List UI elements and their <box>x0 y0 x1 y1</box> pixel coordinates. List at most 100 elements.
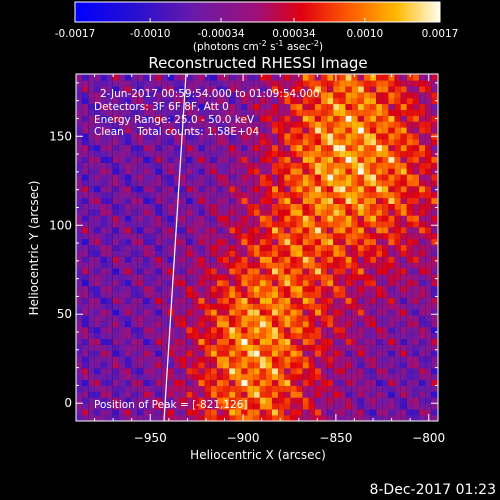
heatmap-cell <box>229 174 236 181</box>
heatmap-cell <box>376 115 383 122</box>
heatmap-cell <box>388 127 395 134</box>
heatmap-cell <box>235 415 242 421</box>
heatmap-cell <box>400 385 407 392</box>
heatmap-cell <box>333 338 340 345</box>
heatmap-cell <box>223 227 230 234</box>
heatmap-cell <box>321 362 328 369</box>
heatmap-cell <box>272 115 279 122</box>
heatmap-cell <box>192 80 199 87</box>
heatmap-cell <box>431 303 438 310</box>
heatmap-cell <box>125 250 132 257</box>
heatmap-cell <box>253 297 260 304</box>
heatmap-cell <box>370 139 377 146</box>
heatmap-cell <box>100 403 107 410</box>
heatmap-cell <box>149 244 156 251</box>
heatmap-cell <box>339 385 346 392</box>
heatmap-cell <box>333 145 340 152</box>
heatmap-cell <box>284 332 291 339</box>
heatmap-cell <box>321 174 328 181</box>
heatmap-cell <box>100 86 107 93</box>
heatmap-cell <box>259 162 266 169</box>
heatmap-cell <box>272 327 279 334</box>
heatmap-cell <box>125 297 132 304</box>
heatmap-cell <box>82 403 89 410</box>
heatmap-cell <box>167 391 174 398</box>
heatmap-cell <box>351 168 358 175</box>
heatmap-cell <box>204 133 211 140</box>
heatmap-cell <box>216 321 223 328</box>
heatmap-cell <box>425 338 432 345</box>
heatmap-cell <box>419 92 426 99</box>
heatmap-cell <box>357 332 364 339</box>
heatmap-cell <box>82 368 89 375</box>
heatmap-cell <box>186 332 193 339</box>
heatmap-cell <box>210 215 217 222</box>
heatmap-cell <box>314 362 321 369</box>
heatmap-cell <box>265 109 272 116</box>
heatmap-cell <box>419 362 426 369</box>
heatmap-cell <box>357 368 364 375</box>
heatmap-cell <box>204 256 211 263</box>
colorbar-tick-label: 0.00034 <box>272 28 316 40</box>
heatmap-cell <box>125 74 132 81</box>
heatmap-cell <box>259 385 266 392</box>
heatmap-cell <box>339 368 346 375</box>
heatmap-cell <box>376 362 383 369</box>
heatmap-cell <box>370 150 377 157</box>
heatmap-cell <box>357 374 364 381</box>
heatmap-cell <box>425 280 432 287</box>
heatmap-cell <box>290 356 297 363</box>
heatmap-cell <box>216 274 223 281</box>
heatmap-cell <box>406 309 413 316</box>
heatmap-cell <box>247 344 254 351</box>
heatmap-cell <box>272 315 279 322</box>
heatmap-cell <box>155 415 162 421</box>
heatmap-cell <box>284 162 291 169</box>
heatmap-cell <box>167 256 174 263</box>
heatmap-cell <box>118 280 125 287</box>
heatmap-cell <box>210 315 217 322</box>
heatmap-cell <box>167 121 174 128</box>
heatmap-cell <box>143 80 150 87</box>
heatmap-cell <box>100 244 107 251</box>
heatmap-cell <box>419 233 426 240</box>
heatmap-cell <box>431 203 438 210</box>
heatmap-cell <box>137 256 144 263</box>
heatmap-cell <box>106 338 113 345</box>
heatmap-cell <box>327 80 334 87</box>
heatmap-cell <box>229 397 236 404</box>
heatmap-cell <box>186 321 193 328</box>
heatmap-cell <box>143 74 150 81</box>
heatmap-cell <box>198 215 205 222</box>
heatmap-cell <box>376 215 383 222</box>
heatmap-cell <box>314 145 321 152</box>
heatmap-cell <box>425 139 432 146</box>
heatmap-cell <box>265 391 272 398</box>
heatmap-cell <box>321 379 328 386</box>
heatmap-cell <box>223 250 230 257</box>
heatmap-cell <box>308 197 315 204</box>
heatmap-cell <box>241 368 248 375</box>
heatmap-cell <box>229 197 236 204</box>
colorbar-unit-label: (photons cm-2 s-1 asec-2) <box>193 39 323 53</box>
heatmap-cell <box>259 139 266 146</box>
heatmap-cell <box>351 268 358 275</box>
heatmap-cell <box>210 409 217 416</box>
heatmap-cell <box>82 92 89 99</box>
heatmap-cell <box>425 303 432 310</box>
heatmap-cell <box>223 274 230 281</box>
heatmap-cell <box>431 103 438 110</box>
heatmap-cell <box>149 274 156 281</box>
heatmap-cell <box>345 239 352 246</box>
heatmap-cell <box>161 250 168 257</box>
heatmap-cell <box>376 327 383 334</box>
heatmap-cell <box>88 391 95 398</box>
heatmap-cell <box>296 303 303 310</box>
heatmap-cell <box>290 344 297 351</box>
heatmap-cell <box>76 209 83 216</box>
heatmap-cell <box>394 280 401 287</box>
heatmap-cell <box>327 303 334 310</box>
heatmap-cell <box>296 115 303 122</box>
heatmap-cell <box>106 250 113 257</box>
heatmap-cell <box>229 356 236 363</box>
